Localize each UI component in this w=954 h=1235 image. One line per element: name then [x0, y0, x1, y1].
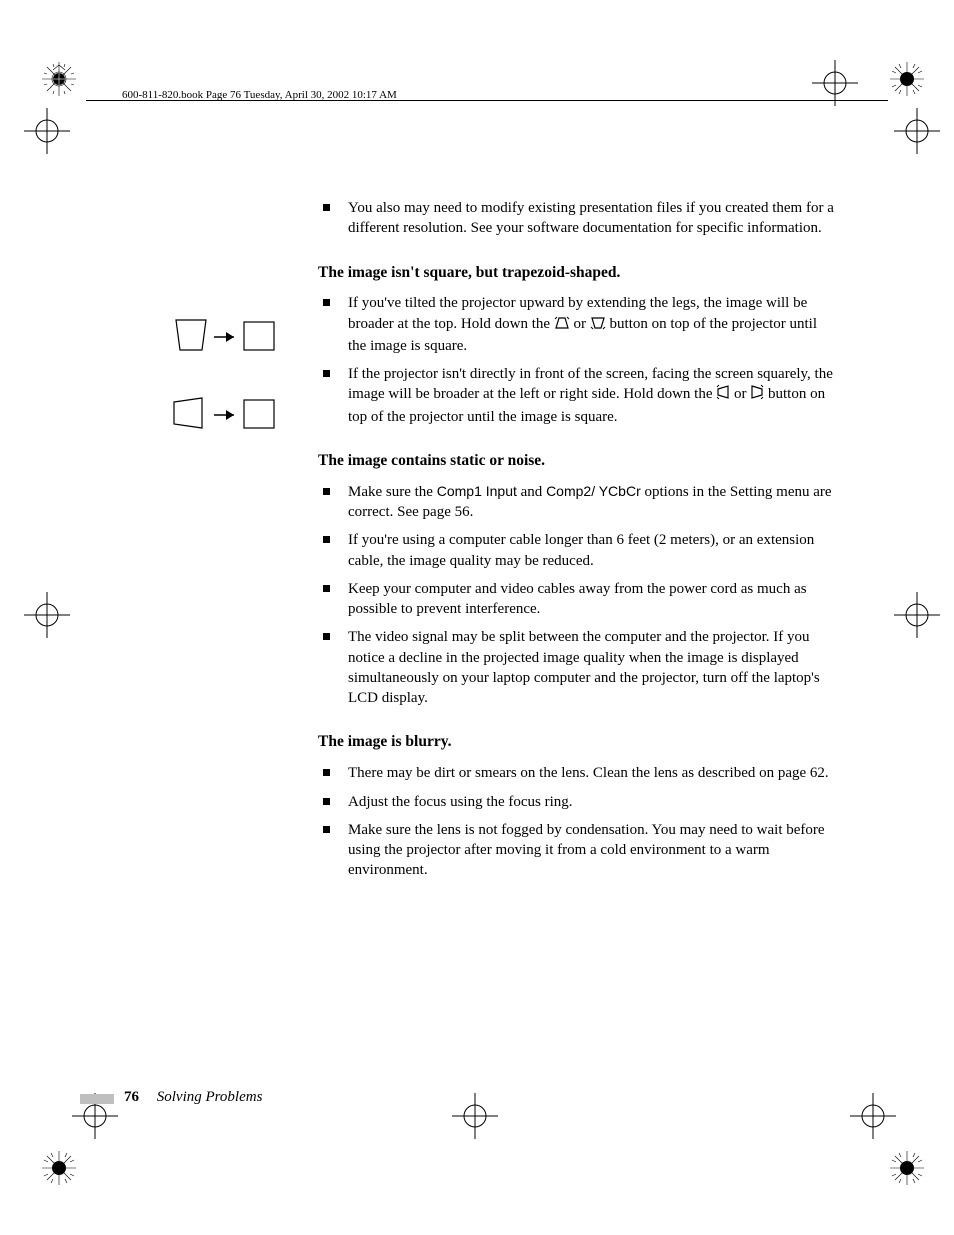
trapezoid-to-square-diagram [172, 316, 282, 358]
crosshair-icon [24, 108, 70, 154]
list-item: There may be dirt or smears on the lens.… [318, 763, 839, 783]
registration-sun-icon [890, 1151, 924, 1185]
section-heading: The image contains static or noise. [318, 451, 839, 472]
ui-label: Comp1 Input [437, 483, 517, 499]
list-item: Make sure the Comp1 Input and Comp2/ YCb… [318, 482, 839, 523]
crosshair-icon [24, 592, 70, 638]
footer-section-title: Solving Problems [157, 1089, 263, 1105]
registration-sun-icon [42, 1151, 76, 1185]
body-text: You also may need to modify existing pre… [348, 200, 834, 236]
parallelogram-to-square-diagram [172, 394, 282, 436]
list-item: If you're using a computer cable longer … [318, 530, 839, 571]
page-number: 76 [124, 1089, 139, 1105]
page-footer: 76 Solving Problems [124, 1087, 262, 1107]
body-text: Make sure the lens is not fogged by cond… [348, 822, 825, 879]
margin-diagrams [172, 316, 282, 472]
body-column: You also may need to modify existing pre… [318, 190, 839, 889]
list-item: Make sure the lens is not fogged by cond… [318, 820, 839, 881]
body-text: There may be dirt or smears on the lens.… [348, 765, 829, 781]
list-item: Adjust the focus using the focus ring. [318, 792, 839, 812]
running-header: 600-811-820.book Page 76 Tuesday, April … [122, 88, 397, 103]
section-heading: The image isn't square, but trapezoid-sh… [318, 263, 839, 284]
registration-sun-icon [890, 62, 924, 96]
body-text: or [734, 386, 750, 402]
body-text: The video signal may be split between th… [348, 629, 820, 706]
crosshair-icon [850, 1093, 896, 1139]
keystone-narrow-left-icon [716, 384, 730, 406]
body-text: and [517, 484, 546, 500]
keystone-narrow-right-icon [750, 384, 764, 406]
body-text: Adjust the focus using the focus ring. [348, 794, 573, 810]
crosshair-icon [894, 108, 940, 154]
body-text: or [574, 316, 590, 332]
ui-label: Comp2/ YCbCr [546, 483, 641, 499]
thumb-index-tab [80, 1094, 114, 1104]
list-item: You also may need to modify existing pre… [318, 198, 839, 239]
keystone-narrow-top-icon [554, 316, 570, 336]
section-heading: The image is blurry. [318, 732, 839, 753]
list-item: If the projector isn't directly in front… [318, 364, 839, 427]
page: 600-811-820.book Page 76 Tuesday, April … [0, 0, 954, 1235]
body-text: Make sure the [348, 484, 437, 500]
keystone-narrow-bottom-icon [590, 316, 606, 336]
body-text: Keep your computer and video cables away… [348, 581, 807, 617]
crosshair-icon [452, 1093, 498, 1139]
list-item: If you've tilted the projector upward by… [318, 293, 839, 356]
list-item: Keep your computer and video cables away… [318, 579, 839, 620]
crosshair-icon [894, 592, 940, 638]
registration-sun-icon [42, 62, 76, 96]
list-item: The video signal may be split between th… [318, 627, 839, 708]
body-text: If you're using a computer cable longer … [348, 532, 814, 568]
crosshair-icon [812, 60, 858, 106]
